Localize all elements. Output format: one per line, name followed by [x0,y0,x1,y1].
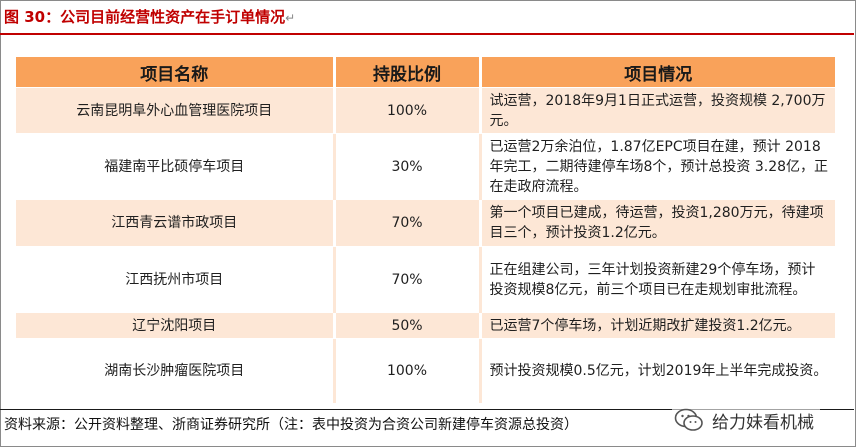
project-status-cell: 第一个项目已建成，待运营，投资1,280万元，待建项目三个，预计投资1.2亿元。 [480,199,835,247]
project-status-cell: 预计投资规模0.5亿元，计划2019年上半年完成投资。 [480,338,835,403]
table-row: 云南昆明阜外心血管理医院项目 100% 试运营，2018年9月1日正式运营，投资… [16,87,835,134]
project-name-cell: 湖南长沙肿瘤医院项目 [16,338,334,403]
source-rule [0,409,854,410]
share-ratio-cell: 70% [332,246,482,313]
figure-title-text: 图 30：公司目前经营性资产在手订单情况 [4,8,286,26]
header-share-ratio: 持股比例 [332,57,482,88]
table-header-row: 项目名称 持股比例 项目情况 [16,57,835,88]
wechat-icon [674,408,703,431]
project-name-cell: 江西青云谱市政项目 [16,199,334,247]
project-name-cell: 辽宁沈阳项目 [16,312,334,339]
orders-table: 项目名称 持股比例 项目情况 云南昆明阜外心血管理医院项目 100% 试运营，2… [16,57,835,403]
share-ratio-cell: 30% [332,133,482,200]
table-row: 江西青云谱市政项目 70% 第一个项目已建成，待运营，投资1,280万元，待建项… [16,199,835,247]
share-ratio-cell: 70% [332,199,482,247]
header-project-status: 项目情况 [480,57,835,88]
project-status-cell: 已运营7个停车场，计划近期改扩建投资1.2亿元。 [480,312,835,339]
project-name-cell: 云南昆明阜外心血管理医院项目 [16,87,334,134]
share-ratio-cell: 100% [332,338,482,403]
source-note: 资料来源：公开资料整理、浙商证券研究所（注：表中投资为合资公司新建停车资源总投资… [4,417,578,433]
project-name-cell: 江西抚州市项目 [16,246,334,313]
watermark-text: 给力妹看机械 [712,412,814,433]
share-ratio-cell: 50% [332,312,482,339]
figure-title: 图 30：公司目前经营性资产在手订单情况↵ [4,6,295,27]
table-row: 江西抚州市项目 70% 正在组建公司，三年计划投资新建29个停车场，预计投资规模… [16,246,835,313]
table-row: 湖南长沙肿瘤医院项目 100% 预计投资规模0.5亿元，计划2019年上半年完成… [16,338,835,403]
table-row: 辽宁沈阳项目 50% 已运营7个停车场，计划近期改扩建投资1.2亿元。 [16,312,835,339]
project-name-cell: 福建南平比硕停车项目 [16,133,334,200]
watermark: 给力妹看机械 [672,402,820,438]
project-status-cell: 正在组建公司，三年计划投资新建29个停车场，预计投资规模8亿元，前三个项目已在走… [480,246,835,313]
orders-table-container: 项目名称 持股比例 项目情况 云南昆明阜外心血管理医院项目 100% 试运营，2… [16,57,835,403]
project-status-cell: 已运营2万余泊位，1.87亿EPC项目在建，预计 2018年完工，二期待建停车场… [480,133,835,200]
title-rule [0,33,854,35]
header-project-name: 项目名称 [16,57,334,88]
project-status-cell: 试运营，2018年9月1日正式运营，投资规模 2,700万元。 [480,87,835,134]
share-ratio-cell: 100% [332,87,482,134]
table-row: 福建南平比硕停车项目 30% 已运营2万余泊位，1.87亿EPC项目在建，预计 … [16,133,835,200]
paragraph-mark: ↵ [285,11,296,25]
